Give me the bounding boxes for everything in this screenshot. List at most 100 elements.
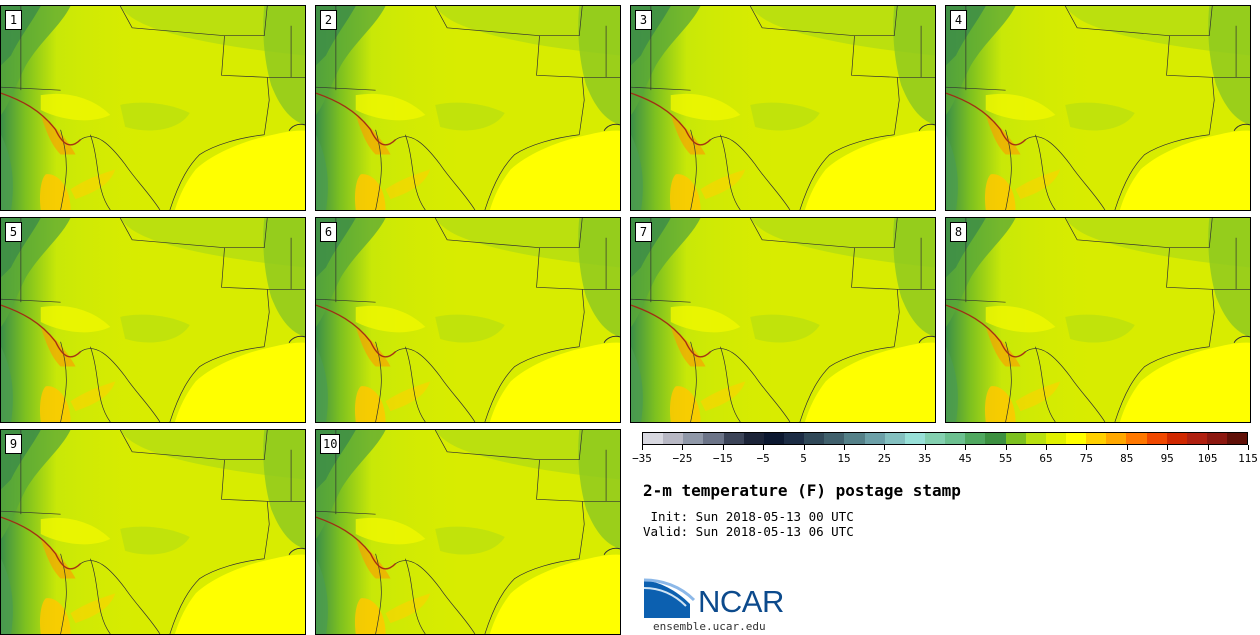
colorbar-tick	[1046, 445, 1047, 450]
colorbar-tick-label: 115	[1238, 452, 1258, 465]
colorbar-tick-label: 25	[877, 452, 892, 465]
temperature-map	[946, 218, 1250, 422]
postage-stamp-panel: 2	[315, 5, 621, 211]
temperature-map	[946, 6, 1250, 210]
colorbar-segment	[1025, 433, 1046, 444]
colorbar-segment	[1166, 433, 1187, 444]
colorbar-tick	[1086, 445, 1088, 450]
colorbar-ticks: −35 −25 −15 −5 5 15 25 35 45 55 65 75 85 95 105 115	[632, 445, 1258, 471]
colorbar-segment	[1106, 433, 1127, 444]
colorbar-segment	[1186, 433, 1207, 444]
colorbar-segment	[743, 433, 764, 444]
colorbar-tick	[1126, 445, 1128, 450]
colorbar-tick-label: −15	[712, 452, 733, 465]
colorbar-segment	[763, 433, 784, 444]
site-url[interactable]: ensemble.ucar.edu	[653, 620, 766, 633]
temperature-map	[316, 218, 620, 422]
colorbar-segment	[824, 433, 845, 444]
colorbar-segment	[1045, 433, 1066, 444]
colorbar-segment	[904, 433, 925, 444]
colorbar-legend: −35 −25 −15 −5 5 15 25 35 45 55 65 75 85 95 105 115	[628, 430, 1258, 471]
temperature-map	[1, 218, 305, 422]
colorbar-tick	[1005, 445, 1007, 450]
temperature-map	[316, 430, 620, 634]
colorbar-segment	[924, 433, 946, 444]
colorbar-tick	[1167, 445, 1169, 450]
postage-stamp-panel: 7	[630, 217, 936, 423]
colorbar-segment	[1065, 433, 1087, 444]
postage-stamp-panel: 9	[0, 429, 306, 635]
colorbar-tick	[763, 445, 765, 450]
ncar-logo-text: NCAR	[698, 584, 784, 619]
colorbar-tick	[924, 445, 926, 450]
postage-stamp-panel: 6	[315, 217, 621, 423]
member-number-label: 1	[5, 10, 22, 30]
member-number-label: 7	[635, 222, 652, 242]
member-number-label: 3	[635, 10, 652, 30]
member-number-label: 10	[320, 434, 341, 454]
colorbar-segment	[945, 433, 966, 444]
colorbar-tick-label: −35	[632, 452, 652, 465]
temperature-map	[631, 218, 935, 422]
colorbar-segment	[804, 433, 825, 444]
colorbar-tick-label: 75	[1079, 452, 1094, 465]
ncar-logo-icon	[643, 578, 696, 618]
temperature-map	[1, 430, 305, 634]
colorbar-segment	[703, 433, 724, 444]
colorbar-tick-label: 5	[800, 452, 807, 465]
colorbar	[642, 432, 1248, 445]
colorbar-tick-label: 65	[1039, 452, 1053, 465]
colorbar-tick-label: 85	[1120, 452, 1134, 465]
init-time: Init: Sun 2018-05-13 00 UTC	[643, 509, 854, 524]
colorbar-tick	[642, 445, 643, 450]
colorbar-tick-label: 45	[958, 452, 972, 465]
colorbar-segment	[1206, 433, 1228, 444]
member-number-label: 5	[5, 222, 22, 242]
colorbar-tick-label: 105	[1197, 452, 1218, 465]
colorbar-segment	[965, 433, 986, 444]
postage-stamp-panel: 4	[945, 5, 1251, 211]
colorbar-segment	[884, 433, 905, 444]
colorbar-tick-label: −5	[756, 452, 770, 465]
colorbar-tick	[844, 445, 845, 450]
colorbar-tick-label: −25	[672, 452, 693, 465]
colorbar-tick-label: 55	[998, 452, 1013, 465]
colorbar-segment	[864, 433, 885, 444]
postage-stamp-panel: 10	[315, 429, 621, 635]
valid-time: Valid: Sun 2018-05-13 06 UTC	[643, 524, 854, 539]
colorbar-segment	[783, 433, 805, 444]
colorbar-segment	[663, 433, 684, 444]
colorbar-tick	[682, 445, 684, 450]
colorbar-tick	[884, 445, 886, 450]
member-number-label: 6	[320, 222, 337, 242]
figure-title: 2-m temperature (F) postage stamp	[643, 481, 961, 500]
temperature-map	[316, 6, 620, 210]
colorbar-segment	[1146, 433, 1167, 444]
colorbar-tick	[1248, 445, 1249, 450]
postage-stamp-panel: 5	[0, 217, 306, 423]
member-number-label: 2	[320, 10, 337, 30]
colorbar-segment	[683, 433, 704, 444]
postage-stamp-panel: 1	[0, 5, 306, 211]
member-number-label: 8	[950, 222, 967, 242]
colorbar-segment	[1227, 433, 1248, 444]
colorbar-tick	[965, 445, 967, 450]
colorbar-segment	[1126, 433, 1147, 444]
colorbar-tick-label: 95	[1160, 452, 1174, 465]
postage-stamp-panel: 3	[630, 5, 936, 211]
member-number-label: 9	[5, 434, 22, 454]
colorbar-segment	[723, 433, 744, 444]
temperature-map	[1, 6, 305, 210]
colorbar-segment	[1005, 433, 1026, 444]
colorbar-tick	[722, 445, 724, 450]
colorbar-tick-label: 15	[837, 452, 851, 465]
colorbar-segment	[985, 433, 1006, 444]
colorbar-tick	[803, 445, 805, 450]
postage-stamp-panel: 8	[945, 217, 1251, 423]
member-number-label: 4	[950, 10, 967, 30]
colorbar-segment	[844, 433, 865, 444]
temperature-map	[631, 6, 935, 210]
colorbar-segment	[1086, 433, 1107, 444]
colorbar-tick-label: 35	[918, 452, 932, 465]
colorbar-tick	[1207, 445, 1209, 450]
